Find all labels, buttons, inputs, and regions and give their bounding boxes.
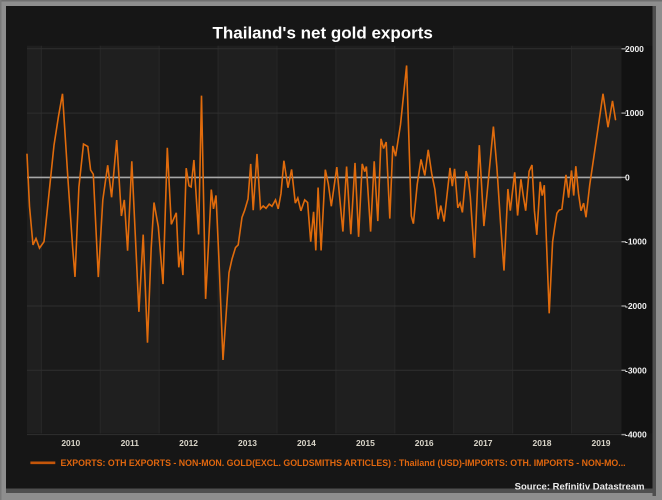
svg-text:2015: 2015: [356, 438, 375, 448]
svg-text:1000: 1000: [625, 108, 644, 118]
svg-text:2019: 2019: [592, 438, 611, 448]
svg-text:2018: 2018: [533, 438, 552, 448]
svg-text:-4000: -4000: [625, 430, 647, 440]
svg-text:2011: 2011: [121, 438, 140, 448]
svg-text:Source: Refinitiv Datastream: Source: Refinitiv Datastream: [515, 482, 645, 493]
svg-text:2013: 2013: [238, 438, 257, 448]
svg-text:EXPORTS: OTH EXPORTS - NON-MON: EXPORTS: OTH EXPORTS - NON-MON. GOLD(EXC…: [61, 458, 626, 468]
svg-text:-2000: -2000: [625, 301, 647, 311]
svg-text:2000: 2000: [625, 44, 644, 54]
svg-text:Thailand's net gold exports: Thailand's net gold exports: [213, 24, 433, 43]
svg-text:0: 0: [625, 172, 630, 182]
svg-text:2016: 2016: [415, 438, 434, 448]
svg-text:-1000: -1000: [625, 237, 647, 247]
svg-text:2014: 2014: [297, 438, 316, 448]
svg-text:-3000: -3000: [625, 365, 647, 375]
svg-text:2017: 2017: [474, 438, 493, 448]
svg-text:2010: 2010: [61, 438, 80, 448]
svg-text:2012: 2012: [179, 438, 198, 448]
